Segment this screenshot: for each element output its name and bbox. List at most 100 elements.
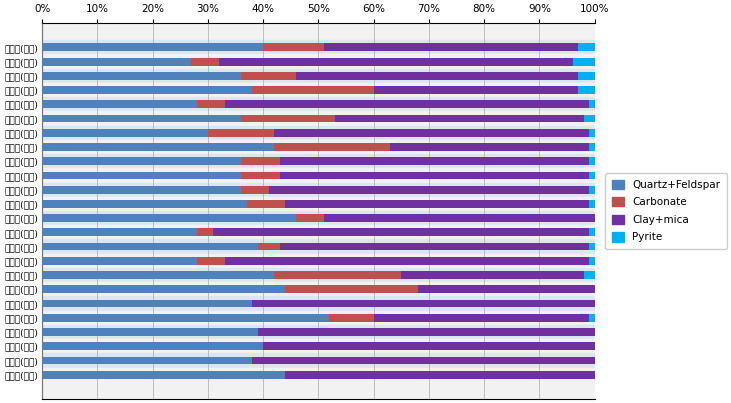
Bar	[42, 214, 296, 222]
Bar	[42, 285, 285, 293]
Bar	[274, 143, 390, 151]
Bar	[213, 229, 589, 236]
Bar	[589, 257, 594, 265]
Bar	[589, 229, 594, 236]
Bar	[274, 129, 589, 137]
Bar	[296, 72, 578, 80]
Bar	[401, 271, 583, 279]
Bar	[42, 83, 594, 97]
Bar	[42, 54, 594, 69]
Bar	[42, 211, 594, 225]
Bar	[246, 200, 285, 208]
Bar	[224, 257, 589, 265]
Bar	[257, 243, 280, 251]
Bar	[42, 268, 594, 282]
Bar	[42, 353, 594, 368]
Bar	[42, 229, 197, 236]
Bar	[241, 172, 280, 179]
Bar	[42, 129, 208, 137]
Bar	[42, 44, 263, 51]
Bar	[224, 100, 589, 108]
Bar	[324, 214, 594, 222]
Bar	[42, 371, 285, 378]
Bar	[42, 157, 241, 165]
Bar	[589, 143, 594, 151]
Bar	[589, 100, 594, 108]
Bar	[280, 157, 589, 165]
Bar	[241, 157, 280, 165]
Bar	[252, 357, 594, 364]
Bar	[374, 86, 578, 94]
Bar	[42, 257, 197, 265]
Bar	[219, 58, 572, 66]
Bar	[197, 229, 213, 236]
Bar	[257, 328, 594, 336]
Bar	[589, 186, 594, 193]
Bar	[572, 58, 594, 66]
Bar	[274, 271, 401, 279]
Bar	[42, 200, 246, 208]
Bar	[241, 72, 296, 80]
Bar	[42, 368, 594, 382]
Bar	[241, 186, 269, 193]
Bar	[42, 186, 241, 193]
Bar	[589, 172, 594, 179]
Bar	[330, 314, 374, 322]
Bar	[42, 239, 594, 254]
Bar	[42, 342, 263, 350]
Bar	[42, 243, 257, 251]
Bar	[42, 154, 594, 168]
Bar	[578, 86, 594, 94]
Legend: Quartz+Feldspar, Carbonate, Clay+mica, Pyrite: Quartz+Feldspar, Carbonate, Clay+mica, P…	[605, 173, 727, 249]
Bar	[589, 200, 594, 208]
Bar	[42, 168, 594, 183]
Bar	[197, 257, 224, 265]
Bar	[280, 172, 589, 179]
Bar	[42, 100, 197, 108]
Bar	[578, 44, 594, 51]
Bar	[42, 197, 594, 211]
Bar	[280, 243, 589, 251]
Bar	[252, 86, 374, 94]
Bar	[269, 186, 589, 193]
Bar	[589, 243, 594, 251]
Bar	[583, 271, 594, 279]
Bar	[42, 325, 594, 339]
Bar	[42, 40, 594, 54]
Bar	[324, 44, 578, 51]
Bar	[589, 129, 594, 137]
Bar	[42, 357, 252, 364]
Bar	[285, 200, 589, 208]
Bar	[42, 299, 252, 307]
Bar	[42, 72, 241, 80]
Bar	[589, 314, 594, 322]
Bar	[42, 296, 594, 311]
Bar	[42, 86, 252, 94]
Bar	[42, 114, 241, 123]
Bar	[42, 271, 274, 279]
Bar	[285, 285, 418, 293]
Bar	[42, 140, 594, 154]
Bar	[42, 311, 594, 325]
Bar	[589, 157, 594, 165]
Bar	[42, 183, 594, 197]
Bar	[285, 371, 594, 378]
Bar	[42, 339, 594, 353]
Bar	[42, 143, 274, 151]
Bar	[42, 172, 241, 179]
Bar	[42, 225, 594, 239]
Bar	[390, 143, 589, 151]
Bar	[42, 111, 594, 126]
Bar	[263, 342, 594, 350]
Bar	[42, 58, 192, 66]
Bar	[296, 214, 324, 222]
Bar	[42, 328, 257, 336]
Bar	[418, 285, 594, 293]
Bar	[263, 44, 324, 51]
Bar	[42, 254, 594, 268]
Bar	[42, 97, 594, 111]
Bar	[197, 100, 224, 108]
Bar	[192, 58, 219, 66]
Bar	[42, 69, 594, 83]
Bar	[241, 114, 335, 123]
